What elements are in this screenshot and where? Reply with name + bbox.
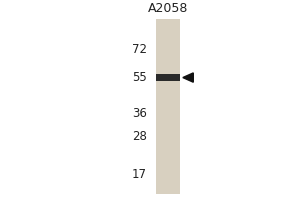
- Text: 36: 36: [132, 107, 147, 120]
- Polygon shape: [183, 73, 193, 82]
- Text: 55: 55: [132, 71, 147, 84]
- Text: 72: 72: [132, 43, 147, 56]
- Bar: [156, 19, 180, 194]
- Bar: [156, 74, 180, 81]
- Text: A2058: A2058: [148, 2, 188, 15]
- Text: 17: 17: [132, 168, 147, 181]
- Text: 28: 28: [132, 130, 147, 143]
